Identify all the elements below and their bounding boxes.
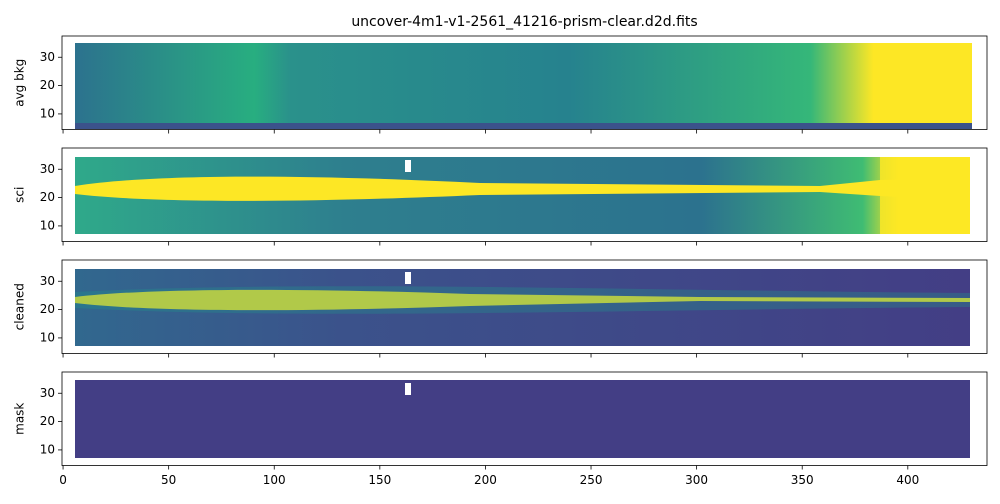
x-tick-label: 150 <box>368 473 391 487</box>
chart-title: uncover-4m1-v1-2561_41216-prism-clear.d2… <box>351 14 697 30</box>
y-tick-label: 30 <box>40 162 55 176</box>
y-tick-label: 30 <box>40 386 55 400</box>
image-mask <box>75 380 970 458</box>
image-cleaned <box>75 269 970 346</box>
axes-frame <box>61 147 988 242</box>
x-tick-label: 400 <box>896 473 919 487</box>
axes-frame <box>61 259 988 354</box>
y-axis-label: mask <box>13 403 27 435</box>
y-axis-label: avg bkg <box>13 59 27 107</box>
y-tick-label: 10 <box>40 106 55 120</box>
y-tick-label: 20 <box>40 302 55 316</box>
y-tick-label: 30 <box>40 274 55 288</box>
image-avg-bkg <box>75 43 972 129</box>
y-tick-label: 10 <box>40 218 55 232</box>
y-tick-label: 20 <box>40 190 55 204</box>
y-axis-label: cleaned <box>13 283 27 330</box>
x-tick-label: 200 <box>474 473 497 487</box>
y-tick-label: 10 <box>40 442 55 456</box>
x-tick-label: 100 <box>263 473 286 487</box>
image-sci <box>75 157 970 234</box>
axes-frame <box>61 35 988 130</box>
x-tick-label: 50 <box>161 473 176 487</box>
y-tick-label: 30 <box>40 50 55 64</box>
x-tick-label: 250 <box>580 473 603 487</box>
x-tick-label: 350 <box>791 473 814 487</box>
y-tick-label: 10 <box>40 330 55 344</box>
axes-frame <box>61 371 988 466</box>
x-tick-label: 0 <box>59 473 67 487</box>
y-axis-label: sci <box>13 187 27 203</box>
y-tick-label: 20 <box>40 78 55 92</box>
y-tick-label: 20 <box>40 414 55 428</box>
x-tick-label: 300 <box>685 473 708 487</box>
